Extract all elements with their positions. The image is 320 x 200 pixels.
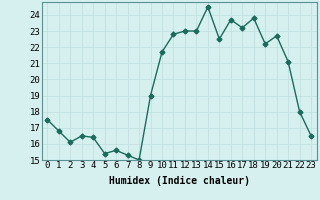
X-axis label: Humidex (Indice chaleur): Humidex (Indice chaleur) xyxy=(109,176,250,186)
